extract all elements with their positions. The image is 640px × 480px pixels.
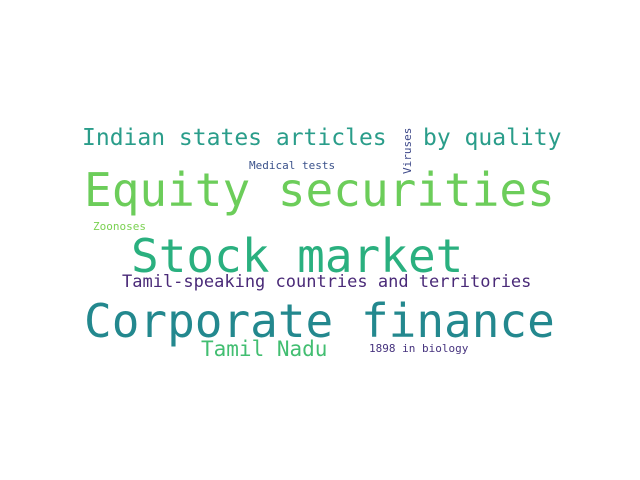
word-indian-states-articles: Indian states articles xyxy=(82,125,387,151)
word-tamil-speaking-countries: Tamil-speaking countries and territories xyxy=(122,272,532,292)
word-tamil-nadu: Tamil Nadu xyxy=(201,337,328,361)
word-1898-in-biology: 1898 in biology xyxy=(369,342,469,355)
word-by-quality: by quality xyxy=(423,125,562,151)
word-corporate-finance: Corporate finance xyxy=(84,294,555,348)
word-zoonoses: Zoonoses xyxy=(93,220,146,233)
word-viruses: Viruses xyxy=(401,127,414,174)
word-medical-tests: Medical tests xyxy=(249,159,336,172)
word-equity-securities: Equity securities xyxy=(84,163,555,217)
word-stock-market: Stock market xyxy=(131,229,464,283)
